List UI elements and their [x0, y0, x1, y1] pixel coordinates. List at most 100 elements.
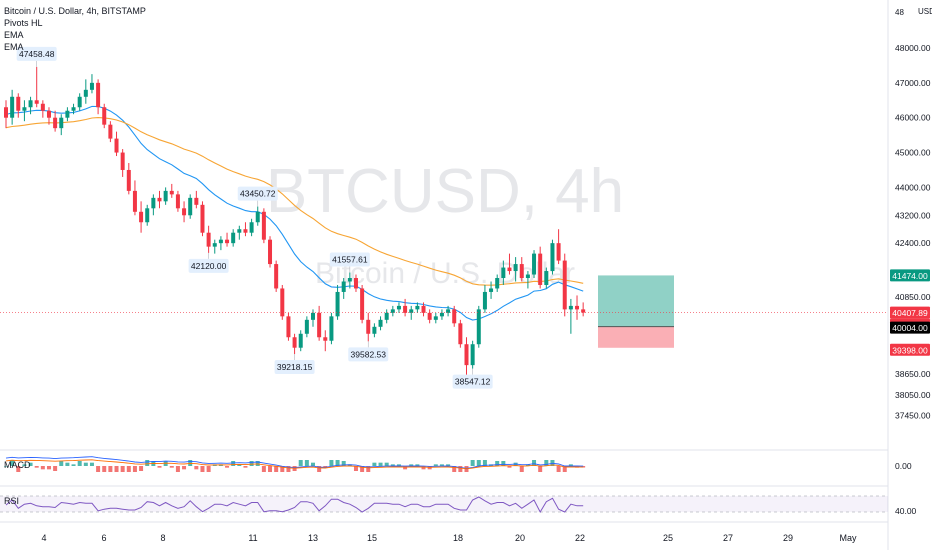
candle-body — [476, 309, 481, 345]
chart-title[interactable]: Bitcoin / U.S. Dollar, 4h, BITSTAMP — [4, 6, 146, 16]
macd-histogram-bar — [390, 464, 395, 466]
candle-body — [188, 197, 193, 216]
price-axis[interactable]: USD 48 48000.00 47000.00 46000.00 45000.00 440… — [895, 7, 932, 421]
candle-body — [96, 82, 101, 108]
candle-body — [360, 288, 365, 320]
candle-body — [581, 309, 586, 313]
macd-line — [5, 456, 584, 469]
candle-body — [163, 190, 168, 202]
candle-body — [458, 323, 463, 345]
macd-histogram-bar — [347, 464, 352, 466]
macd-histogram-bar — [353, 466, 358, 471]
price-tick-label: 43200.00 — [895, 210, 931, 220]
pivot-label: 47458.48 — [19, 49, 55, 59]
time-tick-label: 8 — [160, 533, 165, 543]
price-badge-label: 40004.00 — [892, 323, 928, 333]
candle-body — [114, 138, 119, 153]
indicator-pivots[interactable]: Pivots HL — [4, 18, 43, 28]
watermark: BTCUSD, 4h Bitcoin / U.S. Dollar — [266, 157, 624, 290]
indicator-ema-1[interactable]: EMA — [4, 30, 24, 40]
candle-body — [550, 243, 555, 272]
macd-histogram-bar — [329, 460, 334, 466]
candle-body — [562, 260, 567, 310]
macd-label[interactable]: MACD — [4, 460, 31, 470]
pivot-label: 42120.00 — [191, 261, 227, 271]
macd-histogram-bar — [65, 462, 70, 466]
macd-histogram-bar — [433, 464, 438, 466]
macd-histogram-bar — [298, 460, 303, 466]
macd-histogram-bar — [16, 466, 21, 472]
macd-histogram-bar — [304, 460, 309, 466]
macd-histogram-bar — [169, 466, 174, 468]
macd-histogram-bar — [452, 466, 457, 472]
macd-histogram-bar — [261, 466, 266, 472]
candle-body — [22, 107, 27, 111]
candle-series — [4, 66, 586, 378]
candle-body — [446, 309, 451, 313]
candle-body — [513, 264, 518, 272]
candle-body — [206, 232, 211, 247]
macd-signal-line — [5, 459, 584, 470]
price-tick-label: 38050.00 — [895, 390, 931, 400]
pivot-box — [188, 258, 229, 273]
macd-histogram-bar — [482, 460, 487, 466]
candle-body — [231, 232, 236, 244]
candle-body — [335, 291, 340, 317]
candle-body — [53, 117, 58, 129]
rsi-value: 40.00 — [895, 506, 917, 516]
indicator-ema-2[interactable]: EMA — [4, 42, 24, 52]
candle-body — [120, 152, 125, 170]
macd-histogram-bar — [421, 466, 426, 470]
candle-body — [501, 267, 506, 279]
macd-histogram-bar — [89, 462, 94, 466]
candle-body — [286, 316, 291, 338]
pivot-box — [274, 360, 315, 375]
candle-body — [329, 316, 334, 341]
candle-body — [139, 211, 144, 223]
candle-body — [378, 319, 383, 327]
macd-histogram-bar — [120, 466, 125, 472]
candle-body — [452, 309, 457, 324]
macd-histogram-bar — [237, 464, 242, 466]
macd-histogram-bar — [562, 466, 567, 472]
candle-body — [544, 271, 549, 285]
candle-body — [151, 197, 156, 209]
macd-pane: 0.00 — [4, 456, 912, 472]
macd-histogram-bar — [446, 464, 451, 466]
candle-body — [10, 96, 15, 118]
candle-body — [237, 229, 242, 233]
macd-histogram-bar — [403, 466, 408, 470]
candle-body — [194, 197, 199, 205]
macd-histogram-bar — [501, 461, 506, 466]
candle-body — [175, 194, 180, 209]
macd-histogram-bar — [335, 460, 340, 466]
candle-body — [40, 103, 45, 111]
rsi-pane: 40.00 — [0, 495, 917, 516]
time-axis[interactable]: 4 6 8 11 13 15 18 20 22 25 27 29 May — [41, 533, 857, 543]
macd-histogram-bar — [384, 462, 389, 466]
candle-body — [225, 239, 230, 244]
candle-body — [169, 190, 174, 195]
price-badge-label: 40407.89 — [892, 308, 928, 318]
long-position-tool[interactable] — [598, 275, 674, 348]
candle-body — [34, 100, 39, 104]
macd-histogram-bar — [206, 466, 211, 472]
pivot-labels: 47458.48 43450.72 42120.00 41557.61 39218.15… — [16, 46, 493, 389]
candle-body — [409, 309, 414, 313]
candle-body — [304, 319, 309, 334]
macd-histogram-bar — [40, 466, 45, 470]
rsi-label[interactable]: RSI — [4, 496, 20, 506]
pivot-label: 39218.15 — [277, 362, 313, 372]
price-badge — [890, 321, 930, 334]
macd-histogram-bar — [311, 462, 315, 466]
macd-histogram-bar — [538, 466, 543, 472]
macd-histogram-bar — [10, 460, 15, 466]
macd-histogram-bar — [59, 461, 64, 466]
pivot-box — [16, 46, 57, 61]
pane-separators[interactable] — [0, 0, 889, 550]
time-tick-label: 27 — [723, 533, 733, 543]
candle-body — [347, 278, 352, 282]
macd-histogram-bar — [157, 466, 162, 468]
